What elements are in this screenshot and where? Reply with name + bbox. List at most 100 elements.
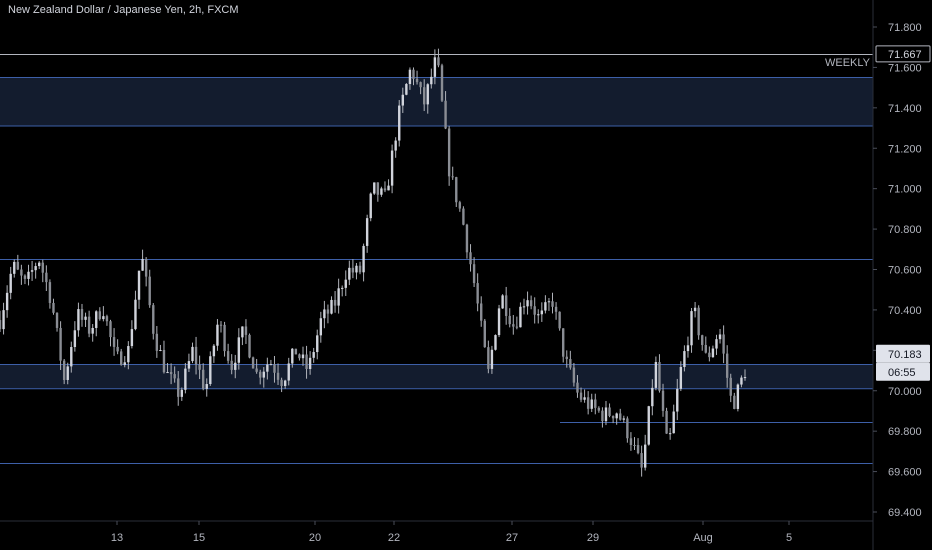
price-tick-label: 71.000 xyxy=(888,184,922,196)
candle-body xyxy=(241,326,244,338)
candle-body xyxy=(251,357,255,369)
candle-body xyxy=(152,305,155,334)
candle-body xyxy=(333,299,337,306)
candle-body xyxy=(743,377,747,379)
candle-body xyxy=(166,372,169,374)
price-tick-label: 69.400 xyxy=(888,507,922,519)
candle-body xyxy=(661,390,665,411)
candle-body xyxy=(419,82,422,88)
candle-body xyxy=(358,265,362,273)
candle-body xyxy=(105,316,109,322)
candle-body xyxy=(494,335,497,350)
candle-body xyxy=(102,316,105,320)
candle-body xyxy=(77,309,80,331)
candle-body xyxy=(604,407,608,422)
price-tick-label: 70.600 xyxy=(888,265,922,277)
candle-body xyxy=(383,188,387,191)
candle-body xyxy=(0,320,2,330)
candle-body xyxy=(654,362,658,388)
candle-body xyxy=(27,271,30,279)
candle-body xyxy=(433,57,437,77)
candle-body xyxy=(276,372,280,380)
candle-body xyxy=(665,410,668,434)
candle-body xyxy=(497,308,501,336)
candle-body xyxy=(444,100,447,129)
candle-body xyxy=(504,295,508,316)
candle-body xyxy=(394,140,397,151)
candle-body xyxy=(223,324,226,352)
candle-body xyxy=(472,264,476,284)
candle-body xyxy=(569,359,572,368)
candle-body xyxy=(640,453,643,468)
candle-body xyxy=(283,380,287,386)
candle-body xyxy=(487,347,490,369)
candle-body xyxy=(426,84,429,105)
candle-body xyxy=(177,378,180,397)
high-price-tag-bg xyxy=(875,45,931,63)
candle-body xyxy=(508,315,511,325)
candle-body xyxy=(522,306,526,308)
price-axis[interactable]: 71.800 71.600 71.400 71.200 71.000 70.800 70.6… xyxy=(873,22,922,519)
candle-body xyxy=(159,349,162,351)
candle-body xyxy=(141,258,144,271)
candle-body xyxy=(369,193,372,219)
candle-body xyxy=(162,349,166,373)
candle-body xyxy=(576,382,579,393)
candle-body xyxy=(590,399,593,409)
candle-body xyxy=(622,418,626,420)
candle-body xyxy=(244,326,248,335)
candle-body xyxy=(405,84,408,95)
candle-body xyxy=(422,87,426,105)
time-axis[interactable]: 13 15 20 22 27 29 Aug 5 xyxy=(111,521,792,544)
candle-body xyxy=(66,366,69,380)
candle-body xyxy=(98,311,102,320)
candle-body xyxy=(458,202,462,209)
candle-body xyxy=(173,374,176,379)
candle-body xyxy=(73,330,77,347)
candle-body xyxy=(722,334,725,354)
candle-body xyxy=(412,69,415,79)
candle-body xyxy=(365,218,369,246)
candle-body xyxy=(230,360,233,370)
countdown-tag-text: 06:55 xyxy=(888,367,916,379)
candle-body xyxy=(130,329,134,347)
candle-body xyxy=(201,369,205,389)
candle-body xyxy=(679,366,683,389)
candle-body xyxy=(558,311,561,329)
candle-body xyxy=(287,363,290,381)
candle-body xyxy=(380,188,383,195)
time-tick-label: 15 xyxy=(193,532,205,544)
candle-body xyxy=(544,302,547,311)
candle-body xyxy=(59,327,62,361)
candle-body xyxy=(579,392,583,400)
candle-body xyxy=(112,337,116,347)
price-tick-label: 70.800 xyxy=(888,224,922,236)
candle-body xyxy=(373,182,376,194)
candle-body xyxy=(273,364,276,373)
price-tick-label: 71.800 xyxy=(888,22,922,34)
candle-body xyxy=(626,418,629,439)
price-tick-label: 69.800 xyxy=(888,426,922,438)
candle-body xyxy=(259,371,262,378)
candle-body xyxy=(237,337,241,363)
candle-body xyxy=(312,352,315,358)
candle-body xyxy=(608,407,611,416)
candle-body xyxy=(469,252,472,265)
time-tick-label: 5 xyxy=(786,532,792,544)
candle-body xyxy=(198,364,201,370)
candle-body xyxy=(676,388,679,412)
candle-body xyxy=(305,354,308,369)
candle-body xyxy=(390,150,394,186)
candle-body xyxy=(554,306,558,312)
candle-body xyxy=(269,364,273,366)
price-tick-label: 70.400 xyxy=(888,305,922,317)
candle-body xyxy=(337,288,340,306)
candle-body xyxy=(601,410,604,422)
candle-body xyxy=(619,413,622,420)
candle-body xyxy=(9,273,12,293)
candle-body xyxy=(155,333,159,351)
candle-body xyxy=(490,349,494,369)
price-tags: 71.667 70.183 06:55 xyxy=(875,45,931,381)
candle-body xyxy=(191,346,194,362)
